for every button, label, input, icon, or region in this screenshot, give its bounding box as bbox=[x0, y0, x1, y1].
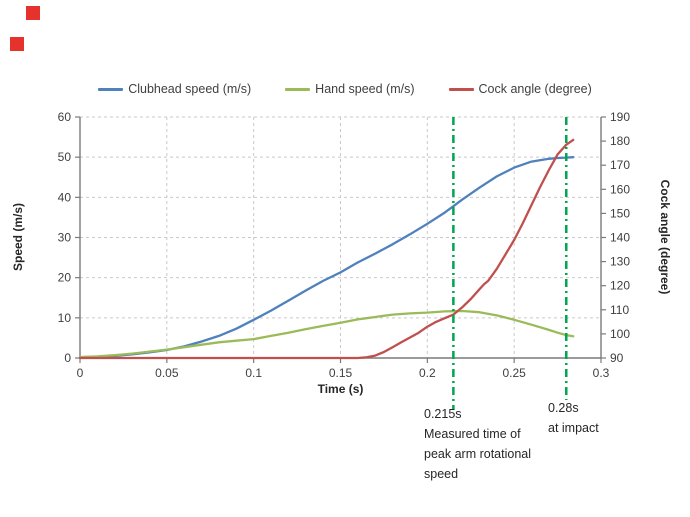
right-tick-label: 190 bbox=[610, 110, 630, 124]
x-axis-title: Time (s) bbox=[317, 382, 364, 396]
annotation-impact: 0.28s at impact bbox=[548, 398, 599, 438]
right-tick-label: 140 bbox=[610, 231, 630, 245]
left-y-axis-title: Speed (m/s) bbox=[11, 203, 25, 272]
right-y-axis-title: Cock angle (degree) bbox=[658, 179, 672, 295]
x-tick-label: 0.1 bbox=[245, 366, 262, 380]
chart-legend: Clubhead speed (m/s) Hand speed (m/s) Co… bbox=[0, 80, 690, 98]
right-tick-label: 130 bbox=[610, 255, 630, 269]
right-tick-label: 90 bbox=[610, 351, 624, 365]
x-tick-label: 0.15 bbox=[329, 366, 353, 380]
left-tick-label: 10 bbox=[58, 311, 72, 325]
right-tick-label: 120 bbox=[610, 279, 630, 293]
left-tick-label: 50 bbox=[58, 150, 72, 164]
annotation-peak-arm-speed: 0.215s Measured time of peak arm rotatio… bbox=[424, 404, 531, 484]
legend-label: Clubhead speed (m/s) bbox=[128, 82, 252, 96]
left-tick-label: 60 bbox=[58, 110, 72, 124]
red-marker-square-2 bbox=[10, 37, 24, 51]
legend-label: Cock angle (degree) bbox=[478, 82, 592, 96]
x-tick-label: 0 bbox=[77, 366, 84, 380]
series-line-cock-angle-degree bbox=[78, 138, 575, 360]
x-tick-label: 0.05 bbox=[155, 366, 179, 380]
legend-item-clubhead-speed: Clubhead speed (m/s) bbox=[98, 82, 251, 96]
annotation-text-line: peak arm rotational bbox=[424, 447, 532, 461]
x-tick-label: 0.3 bbox=[593, 366, 610, 380]
series-line-clubhead-speed-m-s bbox=[78, 156, 575, 359]
hand-line-swatch bbox=[285, 87, 311, 91]
annotation-text-line: at impact bbox=[548, 421, 599, 435]
clubhead-line-swatch bbox=[98, 87, 124, 91]
x-tick-label: 0.25 bbox=[502, 366, 526, 380]
annotation-time: 0.215s bbox=[424, 407, 462, 421]
right-tick-label: 100 bbox=[610, 327, 630, 341]
red-marker-square-1 bbox=[26, 6, 40, 20]
right-tick-label: 110 bbox=[610, 303, 629, 317]
series-line-hand-speed-m-s bbox=[78, 309, 575, 359]
annotation-text-line: speed bbox=[424, 467, 459, 481]
right-tick-label: 150 bbox=[610, 206, 630, 220]
legend-item-hand-speed: Hand speed (m/s) bbox=[285, 82, 415, 96]
left-tick-label: 30 bbox=[58, 231, 72, 245]
x-tick-label: 0.2 bbox=[419, 366, 436, 380]
legend-label: Hand speed (m/s) bbox=[315, 82, 415, 96]
left-tick-label: 0 bbox=[64, 351, 71, 365]
left-tick-label: 40 bbox=[58, 190, 72, 204]
annotation-time: 0.28s bbox=[548, 401, 579, 415]
right-tick-label: 160 bbox=[610, 182, 630, 196]
right-tick-label: 170 bbox=[610, 158, 630, 172]
legend-item-cock-angle: Cock angle (degree) bbox=[448, 82, 592, 96]
cock-angle-line-swatch bbox=[448, 87, 474, 91]
left-tick-label: 20 bbox=[58, 271, 72, 285]
annotation-text-line: Measured time of bbox=[424, 427, 521, 441]
right-tick-label: 180 bbox=[610, 134, 630, 148]
